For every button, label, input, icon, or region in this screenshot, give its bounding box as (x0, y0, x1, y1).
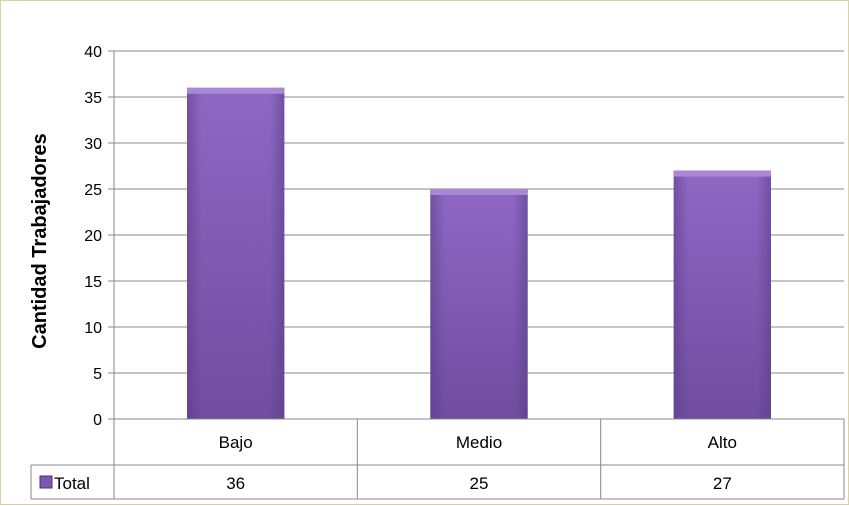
category-label: Alto (708, 433, 737, 452)
legend-series-name: Total (54, 474, 90, 493)
y-axis-title: Cantidad Trabajadores (29, 133, 51, 349)
bar-top-bevel (673, 170, 771, 177)
y-tick-label: 40 (84, 44, 102, 61)
y-tick-label: 15 (84, 274, 102, 291)
category-label: Medio (456, 433, 502, 452)
y-tick-label: 35 (84, 90, 102, 107)
data-value-label: 25 (470, 474, 489, 493)
bar-shading (187, 87, 285, 420)
bar-shading (673, 170, 771, 419)
bars (187, 87, 771, 420)
y-tick-label: 20 (84, 228, 102, 245)
y-tick-label: 0 (93, 412, 102, 429)
y-tick-label: 30 (84, 136, 102, 153)
bar-top-bevel (187, 87, 285, 94)
category-label: Bajo (219, 433, 253, 452)
bar-top-bevel (430, 189, 528, 195)
legend-key-icon (39, 475, 53, 489)
y-tick-label: 25 (84, 182, 102, 199)
data-value-label: 27 (713, 474, 732, 493)
data-table: Bajo 36 Medio 25 Alto 27 Total (30, 418, 845, 500)
y-axis: 0 5 10 15 20 25 30 35 40 (84, 44, 115, 429)
y-tick-label: 5 (93, 366, 102, 383)
data-value-label: 36 (226, 474, 245, 493)
y-tick-label: 10 (84, 320, 102, 337)
bar-shading (430, 189, 528, 419)
